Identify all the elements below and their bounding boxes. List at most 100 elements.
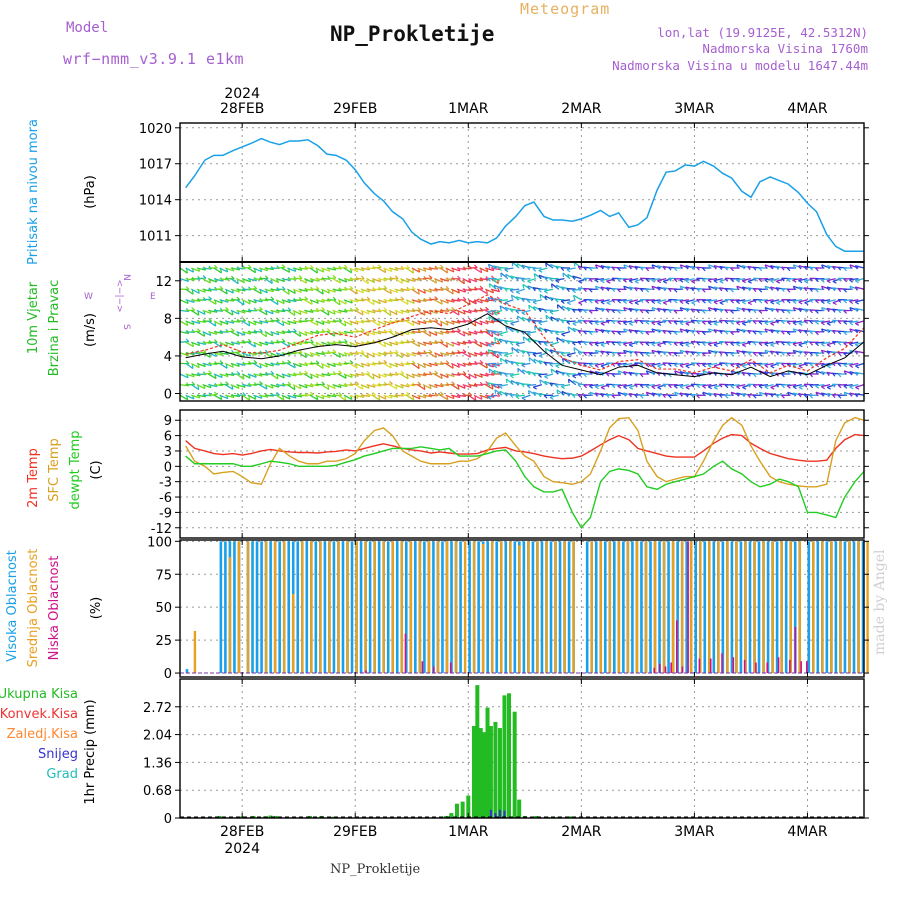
wind-barb (219, 277, 229, 281)
wind-barb (826, 320, 836, 324)
wind-barb (230, 341, 240, 345)
wind-barb (191, 288, 200, 294)
wind-barb-flag (786, 342, 791, 347)
wind-barb (493, 362, 503, 367)
wind-barb-flag (600, 301, 605, 305)
cloud-bar-0 (567, 541, 571, 674)
wind-barb-flag (741, 308, 745, 313)
wind-barb (758, 299, 768, 302)
wind-barb-flag (651, 322, 656, 326)
wind-barb (787, 383, 797, 387)
wind-barb (798, 299, 808, 303)
wind-barb-flag (220, 268, 223, 274)
wind-barb (321, 362, 330, 369)
wind-barb (383, 277, 393, 281)
y-tick-label: 0 (164, 460, 172, 475)
wind-barb (572, 373, 582, 377)
wind-barb (326, 384, 336, 390)
cloud-bar-0 (386, 541, 390, 674)
wind-barb-flag (854, 308, 858, 313)
wind-barb-flag (691, 280, 696, 284)
wind-barb-flag (690, 287, 695, 292)
wind-barb-flag (831, 351, 836, 356)
wind-barb-flag (730, 364, 735, 368)
wind-barb-flag (253, 268, 257, 273)
wind-barb-flag (549, 264, 553, 269)
wind-barb-flag (696, 363, 701, 367)
wind-barb-flag (423, 311, 426, 316)
wind-barb-flag (786, 310, 791, 314)
wind-barb (798, 265, 808, 269)
wind-barb-flag (493, 337, 497, 342)
wind-barb-flag (538, 288, 542, 293)
wind-barb (236, 278, 245, 284)
wind-barb-flag (701, 331, 706, 336)
wind-barb (241, 352, 251, 357)
wind-barb (855, 371, 864, 375)
wind-barb-flag (815, 385, 820, 389)
wind-barb (281, 288, 290, 295)
wind-barb (849, 299, 859, 302)
wind-barb-flag (792, 286, 796, 291)
wind-barb-flag (792, 350, 796, 355)
precip-bar-0 (268, 815, 273, 818)
wind-barb-flag (539, 379, 542, 384)
wind-barb-flag (634, 319, 638, 324)
wind-barb (337, 394, 347, 401)
wind-barb-flag (718, 341, 723, 345)
wind-barb (674, 362, 684, 366)
wind-barb-flag (786, 267, 791, 272)
wind-barb-flag (487, 382, 491, 387)
cloud-bar-1 (193, 630, 197, 674)
wind-barb-flag (338, 317, 343, 322)
wind-barb (499, 390, 509, 396)
wind-barb (180, 277, 189, 282)
wind-barb (225, 341, 234, 346)
wind-barb-flag (556, 337, 559, 342)
wind-barb-flag (566, 269, 571, 273)
cloud-bar-2 (659, 663, 661, 674)
wind-barb-flag (741, 280, 746, 284)
wind-barb (467, 320, 477, 327)
sfc-temp-axis-label: SFC Temp (47, 438, 62, 502)
wind-barb-flag (651, 386, 656, 390)
wind-barb-flag (526, 371, 530, 376)
wind-unit-label: (m/s) (83, 313, 98, 347)
footer-station: NP_Prokletije (330, 862, 421, 877)
wind-barb-flag (566, 340, 570, 345)
wind-barb-flag (485, 289, 488, 294)
pressure-line (185, 137, 864, 252)
wind-barb (315, 267, 324, 273)
wind-barb (287, 277, 297, 281)
wind-barb (538, 340, 548, 343)
wind-barb-flag (231, 385, 234, 390)
wind-barb (589, 362, 599, 366)
wind-barb (549, 394, 559, 398)
wind-barb-flag (696, 330, 700, 335)
wind-barb-flag (600, 265, 604, 270)
wind-barb (679, 320, 689, 324)
wind-barb-flag (225, 306, 229, 311)
wind-barb-flag (764, 386, 769, 390)
wind-barb-flag (488, 316, 491, 321)
wind-barb (657, 307, 667, 312)
wind-barb-flag (645, 267, 650, 272)
wind-barb-flag (792, 386, 797, 390)
wind-barb (499, 330, 509, 335)
wind-barb (213, 383, 223, 387)
cloud-bar-1 (319, 541, 322, 674)
wind-barb (855, 286, 864, 290)
wind-barb-flag (555, 332, 559, 336)
wind-barb (383, 383, 393, 386)
wind-barb-flag (713, 386, 718, 390)
wind-barb-flag (611, 341, 616, 346)
wind-barb-flag (394, 349, 399, 354)
wind-barb (719, 277, 729, 282)
wind-barb (230, 288, 240, 293)
wind-barb (550, 263, 559, 269)
compass-e: E (150, 292, 156, 302)
wind-barb-flag (752, 277, 757, 282)
wind-barb-flag (821, 286, 824, 291)
wind-barb (304, 319, 314, 322)
wind-barb (332, 372, 342, 375)
